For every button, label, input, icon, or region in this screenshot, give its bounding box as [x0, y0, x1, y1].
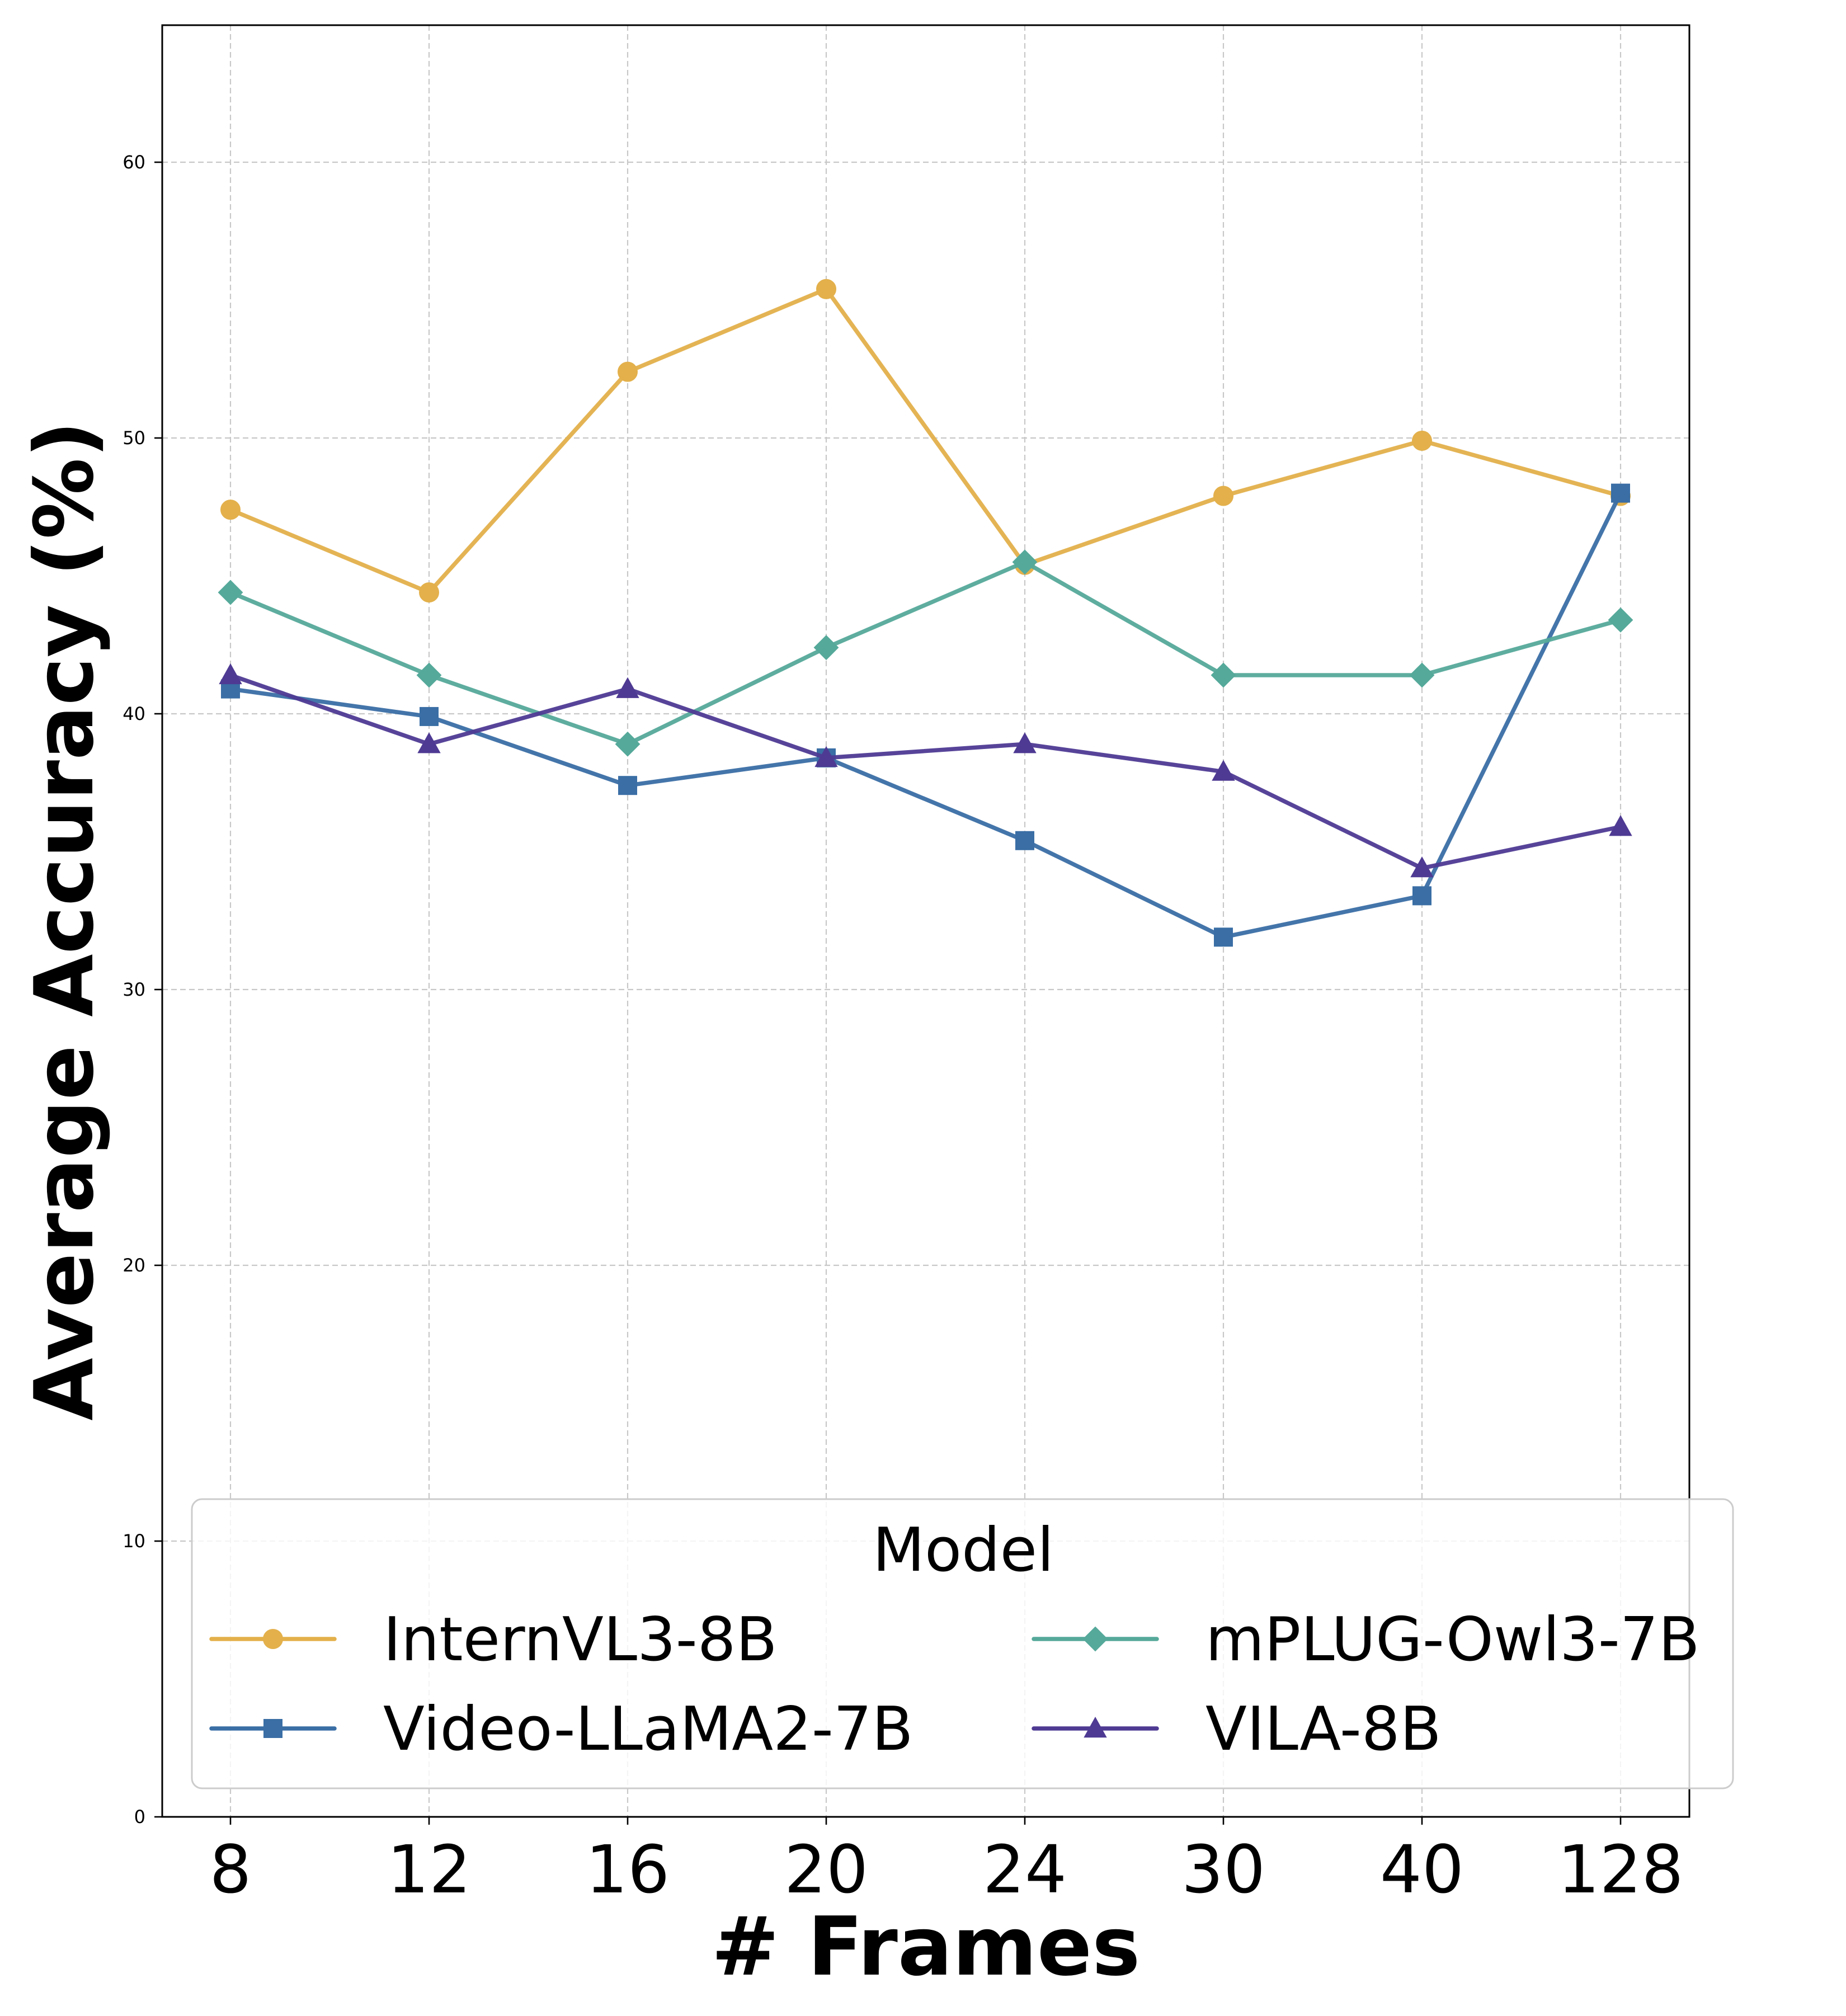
- data-point-vila-8b-20: [814, 746, 838, 767]
- legend-marker-mplug-owl3-7b: [1082, 1626, 1108, 1652]
- x-tick-label-30: 30: [1181, 1831, 1265, 1908]
- legend-label-vila-8b: VILA-8B: [1205, 1694, 1442, 1764]
- data-point-mplug-owl3-7b-20: [813, 635, 839, 661]
- data-point-internvl3-8b-20: [816, 279, 836, 299]
- data-point-vila-8b-128: [1609, 815, 1632, 836]
- data-point-vila-8b-24: [1013, 732, 1037, 753]
- data-point-internvl3-8b-16: [618, 361, 638, 382]
- data-point-mplug-owl3-7b-12: [416, 662, 442, 688]
- data-point-internvl3-8b-40: [1412, 430, 1432, 451]
- data-point-video-llama2-7b-128: [1611, 483, 1630, 503]
- y-tick-label-40: 40: [123, 703, 145, 724]
- series-layer: [218, 279, 1633, 947]
- data-point-video-llama2-7b-24: [1015, 831, 1034, 850]
- legend-marker-internvl3-8b: [263, 1629, 283, 1649]
- data-point-mplug-owl3-7b-24: [1012, 549, 1038, 575]
- grid: [162, 25, 1689, 1817]
- y-axis-title: Average Accuracy (%): [17, 421, 112, 1420]
- legend-marker-video-llama2-7b: [263, 1719, 282, 1738]
- data-point-mplug-owl3-7b-30: [1211, 662, 1236, 688]
- legend-entry-mplug-owl3-7b: mPLUG-Owl3-7B: [1032, 1605, 1700, 1675]
- data-point-vila-8b-8: [219, 663, 242, 685]
- x-axis-title: # Frames: [712, 1900, 1141, 1994]
- y-tick-label-10: 10: [123, 1530, 145, 1552]
- legend-entry-vila-8b: VILA-8B: [1032, 1694, 1442, 1764]
- x-tick-label-16: 16: [586, 1831, 670, 1908]
- data-point-vila-8b-30: [1212, 760, 1235, 781]
- data-point-internvl3-8b-12: [419, 582, 439, 603]
- x-tick-label-40: 40: [1380, 1831, 1464, 1908]
- data-point-vila-8b-16: [616, 677, 639, 698]
- data-point-mplug-owl3-7b-40: [1409, 662, 1435, 688]
- series-video-llama2-7b: [221, 483, 1630, 947]
- x-tick-label-24: 24: [983, 1831, 1067, 1908]
- series-line-mplug-owl3-7b: [228, 560, 1623, 746]
- x-tick-label-20: 20: [784, 1831, 868, 1908]
- data-point-internvl3-8b-30: [1213, 486, 1233, 506]
- data-point-video-llama2-7b-12: [420, 706, 439, 726]
- legend-label-internvl3-8b: InternVL3-8B: [383, 1605, 778, 1675]
- y-tick-label-0: 0: [134, 1806, 145, 1827]
- plot-frame: [161, 24, 1690, 1818]
- y-tick-label-60: 60: [123, 152, 145, 173]
- legend-box: [191, 1498, 1734, 1789]
- y-tick-label-30: 30: [123, 979, 145, 1000]
- data-point-video-llama2-7b-40: [1412, 886, 1431, 906]
- data-point-video-llama2-7b-30: [1214, 927, 1233, 947]
- data-point-vila-8b-12: [417, 732, 441, 753]
- legend: Model InternVL3-8B Video-LLaMA2-7B mPLUG-O…: [191, 1498, 1734, 1789]
- series-line-vila-8b: [228, 673, 1623, 870]
- y-tick-label-50: 50: [123, 427, 145, 449]
- series-mplug-owl3-7b: [218, 549, 1633, 757]
- series-line-video-llama2-7b: [228, 491, 1623, 940]
- x-tick-label-8: 8: [209, 1831, 251, 1908]
- x-tick-label-12: 12: [387, 1831, 471, 1908]
- data-point-mplug-owl3-7b-128: [1608, 607, 1633, 633]
- data-point-internvl3-8b-8: [220, 500, 241, 520]
- y-tick-label-20: 20: [123, 1255, 145, 1276]
- series-line-internvl3-8b: [228, 287, 1623, 595]
- series-vila-8b: [219, 663, 1632, 878]
- axis-ticks: 0 10 20 30 40 50 60 8 12 16 20 24 30 40 128: [123, 152, 1683, 1908]
- data-point-mplug-owl3-7b-16: [615, 731, 641, 757]
- legend-entry-internvl3-8b: InternVL3-8B: [209, 1605, 778, 1675]
- legend-label-video-llama2-7b: Video-LLaMA2-7B: [383, 1694, 913, 1764]
- data-point-mplug-owl3-7b-8: [218, 580, 243, 605]
- series-internvl3-8b: [220, 279, 1631, 603]
- data-point-video-llama2-7b-16: [618, 776, 637, 795]
- legend-marker-vila-8b: [1084, 1716, 1107, 1738]
- data-point-vila-8b-40: [1410, 856, 1434, 878]
- legend-label-mplug-owl3-7b: mPLUG-Owl3-7B: [1205, 1605, 1700, 1675]
- legend-title: Model: [873, 1515, 1054, 1585]
- x-tick-label-128: 128: [1557, 1831, 1683, 1908]
- legend-entry-video-llama2-7b: Video-LLaMA2-7B: [209, 1694, 913, 1764]
